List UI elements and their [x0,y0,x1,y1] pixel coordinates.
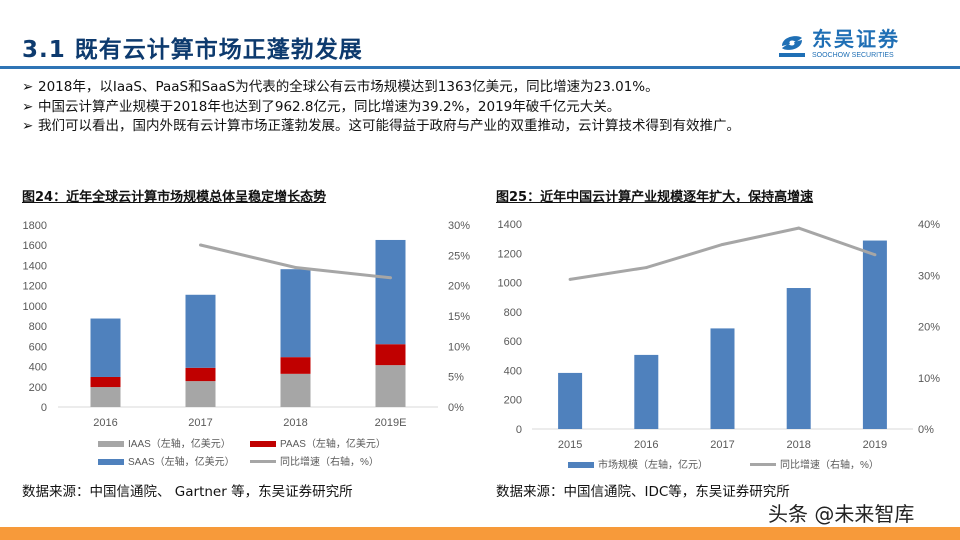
y-tick-label: 1400 [23,260,47,272]
y-tick-label: 1600 [23,240,47,252]
growth-point [389,276,392,280]
growth-point [721,243,724,246]
bar-2019E [375,344,406,366]
legend-swatch [98,459,124,465]
bar-2016 [90,376,121,388]
arrow-bullet-icon: ➢ [22,118,34,134]
bullet-item: ➢ 2018年，以IaaS、PaaS和SaaS为代表的全球公有云市场规模达到136… [22,78,740,98]
y-tick-label: 1000 [498,278,522,290]
y-tick-label: 400 [29,362,47,374]
y2-tick-label: 20% [918,322,940,334]
legend-swatch-line [750,463,776,466]
growth-point [644,266,648,270]
bar-2016 [634,354,659,429]
bar-2018 [280,269,311,358]
y-tick-label: 1000 [23,301,47,313]
arrow-bullet-icon: ➢ [22,98,34,115]
header-divider [0,66,960,69]
legend-label: SAAS（左轴，亿美元） [128,455,235,468]
y2-tick-label: 40% [918,219,940,231]
bar-2017 [185,294,216,368]
logo-mark-icon [779,36,805,57]
x-tick-label: 2015 [558,439,582,451]
y-tick-label: 200 [504,395,522,407]
y-tick-label: 1200 [23,281,47,293]
legend-swatch [568,462,594,468]
y-tick-label: 0 [516,424,522,436]
y-tick-label: 1200 [498,248,522,260]
y2-tick-label: 5% [448,372,464,384]
y-tick-label: 200 [29,382,47,394]
bar-2016 [90,387,121,407]
bar-2018 [786,288,811,429]
company-logo: 东吴证券 SOOCHOW SECURITIES [778,27,928,62]
growth-point [199,243,202,247]
growth-point [797,226,801,230]
bar-2019 [862,240,887,429]
growth-point [294,265,297,269]
y2-tick-label: 15% [448,311,470,323]
logo-text-en: SOOCHOW SECURITIES [812,52,894,59]
y-tick-label: 1800 [23,220,47,232]
y-tick-label: 0 [41,402,47,414]
bullet-list: ➢ 2018年，以IaaS、PaaS和SaaS为代表的全球公有云市场规模达到136… [22,78,740,137]
y2-tick-label: 30% [448,220,470,232]
growth-line [569,226,876,281]
bar-2016 [90,318,121,377]
page-title: 3.1 既有云计算市场正蓬勃发展 [22,37,363,63]
legend-swatch [250,441,276,447]
logo-text-cn: 东吴证券 [812,27,900,51]
bar-2019E [375,239,406,345]
y2-tick-label: 25% [448,250,470,262]
bar-2015 [558,372,583,429]
legend-swatch-line [250,460,276,463]
x-tick-label: 2018 [283,417,307,429]
footer-bar [0,527,960,540]
bullet-item: ➢ 我们可以看出，国内外既有云计算市场正蓬勃发展。这可能得益于政府与产业的双重推动… [22,117,740,137]
legend-label: 市场规模（左轴，亿元） [598,458,708,471]
chart1-title: 图24：近年全球云计算市场规模总体呈稳定增长态势 [22,190,327,205]
legend-label: 同比增速（右轴，%） [280,455,379,468]
bar-2018 [280,357,311,374]
growth-point [873,253,877,257]
x-tick-label: 2019 [863,439,887,451]
y2-tick-label: 20% [448,281,470,293]
y-tick-label: 400 [504,365,522,377]
arrow-bullet-icon: ➢ [22,79,34,95]
chart2-title: 图25：近年中国云计算产业规模逐年扩大，保持高增速 [496,190,814,205]
y2-tick-label: 0% [448,402,464,414]
bar-2019E [375,365,406,407]
chart2-source: 数据来源：中国信通院、IDC等，东吴证券研究所 [496,484,790,500]
legend-swatch [98,441,124,447]
y-tick-label: 800 [504,307,522,319]
growth-point [568,277,572,281]
y-tick-label: 600 [504,336,522,348]
y2-tick-label: 30% [918,270,940,282]
bar-2018 [280,373,311,407]
bullet-item: ➢ 中国云计算产业规模于2018年也达到了962.8亿元，同比增速为39.2%，2… [22,98,740,118]
watermark: 头条 @未来智库 [768,502,915,526]
bar-2017 [185,367,216,382]
y2-tick-label: 10% [448,341,470,353]
x-tick-label: 2016 [93,417,117,429]
bar-2017 [185,381,216,407]
legend-label: PAAS（左轴，亿美元） [280,437,386,450]
legend-label: IAAS（左轴，亿美元） [128,437,231,450]
x-tick-label: 2019E [375,417,407,429]
y2-tick-label: 10% [918,373,940,385]
legend-label: 同比增速（右轴，%） [780,458,879,471]
x-tick-label: 2018 [786,439,810,451]
y-tick-label: 600 [29,341,47,353]
bar-2017 [710,328,735,429]
y2-tick-label: 0% [918,424,934,436]
x-tick-label: 2017 [188,417,212,429]
x-tick-label: 2017 [710,439,734,451]
y-tick-label: 1400 [498,219,522,231]
chart1-source: 数据来源：中国信通院、 Gartner 等，东吴证券研究所 [22,484,353,500]
y-tick-label: 800 [29,321,47,333]
x-tick-label: 2016 [634,439,658,451]
